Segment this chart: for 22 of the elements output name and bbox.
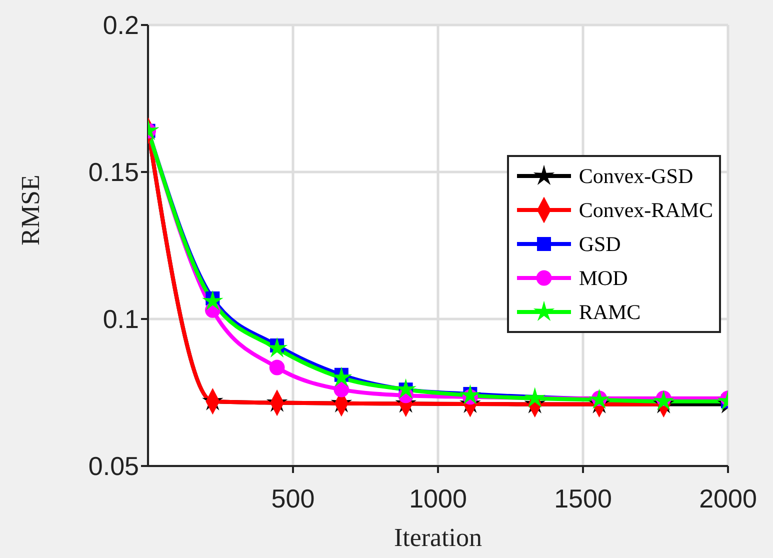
point bbox=[460, 384, 481, 404]
point bbox=[334, 382, 350, 398]
legend-label: Convex-GSD bbox=[578, 163, 694, 190]
x-axis-title: Iteration bbox=[394, 523, 482, 552]
legend-label: GSD bbox=[578, 231, 621, 258]
legend-label: RAMC bbox=[578, 299, 641, 326]
legend-label: MOD bbox=[578, 265, 628, 292]
point bbox=[524, 387, 546, 408]
x-tick-label: 1000 bbox=[409, 483, 467, 514]
x-tick-label: 1500 bbox=[554, 483, 612, 514]
legend-label: Convex-RAMC bbox=[578, 197, 713, 224]
point bbox=[395, 378, 416, 399]
y-tick-label: 0.2 bbox=[102, 10, 139, 40]
point bbox=[269, 360, 285, 376]
point bbox=[266, 337, 288, 358]
x-tick-label: 500 bbox=[271, 483, 315, 514]
y-tick-label: 0.05 bbox=[88, 451, 139, 482]
y-tick-label: 0.15 bbox=[88, 157, 139, 188]
x-tick-label: 2000 bbox=[699, 483, 757, 514]
point bbox=[202, 290, 224, 310]
y-axis-title: RMSE bbox=[16, 174, 46, 246]
y-tick-label: 0.1 bbox=[102, 304, 139, 334]
